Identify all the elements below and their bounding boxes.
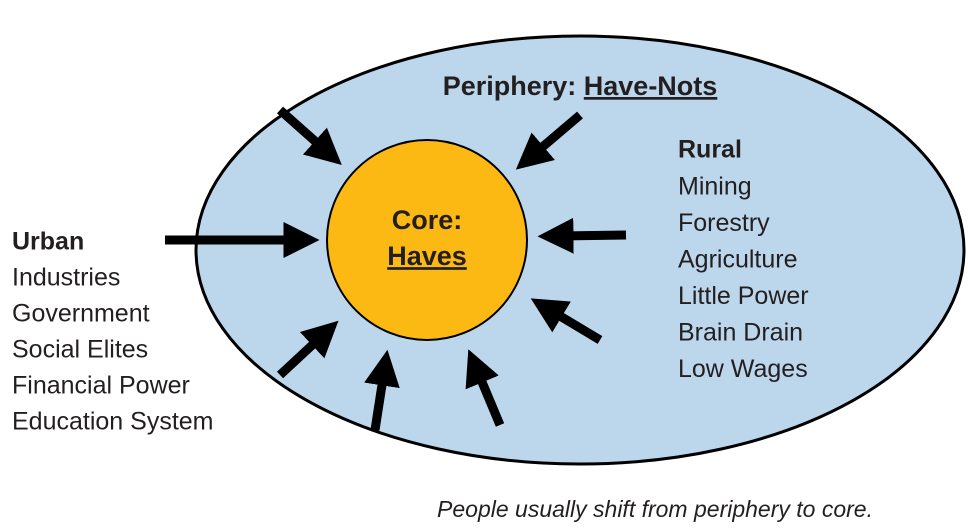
rural-item: Little Power (678, 282, 809, 310)
rural-item: Low Wages (678, 355, 808, 383)
periphery-title: Have-Nots (584, 71, 718, 101)
arrow (276, 320, 339, 379)
arrow (277, 106, 342, 165)
arrow (530, 298, 603, 344)
arrow (515, 111, 583, 170)
urban-heading: Urban (12, 228, 84, 256)
rural-item: Brain Drain (678, 319, 803, 347)
periphery-label: Periphery: (443, 71, 577, 101)
core-circle (326, 139, 528, 341)
urban-item: Government (12, 300, 150, 328)
arrows (165, 106, 627, 431)
urban-item: Financial Power (12, 372, 190, 400)
periphery-heading: Periphery: Have-Nots (443, 71, 718, 101)
core-title: Haves (387, 241, 467, 271)
rural-item: Agriculture (678, 246, 798, 274)
rural-heading: Rural (678, 136, 742, 164)
arrow (465, 349, 505, 427)
core-label: Core: (392, 205, 463, 235)
caption: People usually shift from periphery to c… (437, 496, 873, 522)
arrow (364, 349, 400, 431)
urban-item: Industries (12, 264, 120, 292)
rural-item: Mining (678, 173, 752, 201)
urban-item: Education System (12, 408, 214, 436)
arrow (537, 217, 627, 254)
rural-item: Forestry (678, 209, 770, 237)
urban-item: Social Elites (12, 336, 148, 364)
